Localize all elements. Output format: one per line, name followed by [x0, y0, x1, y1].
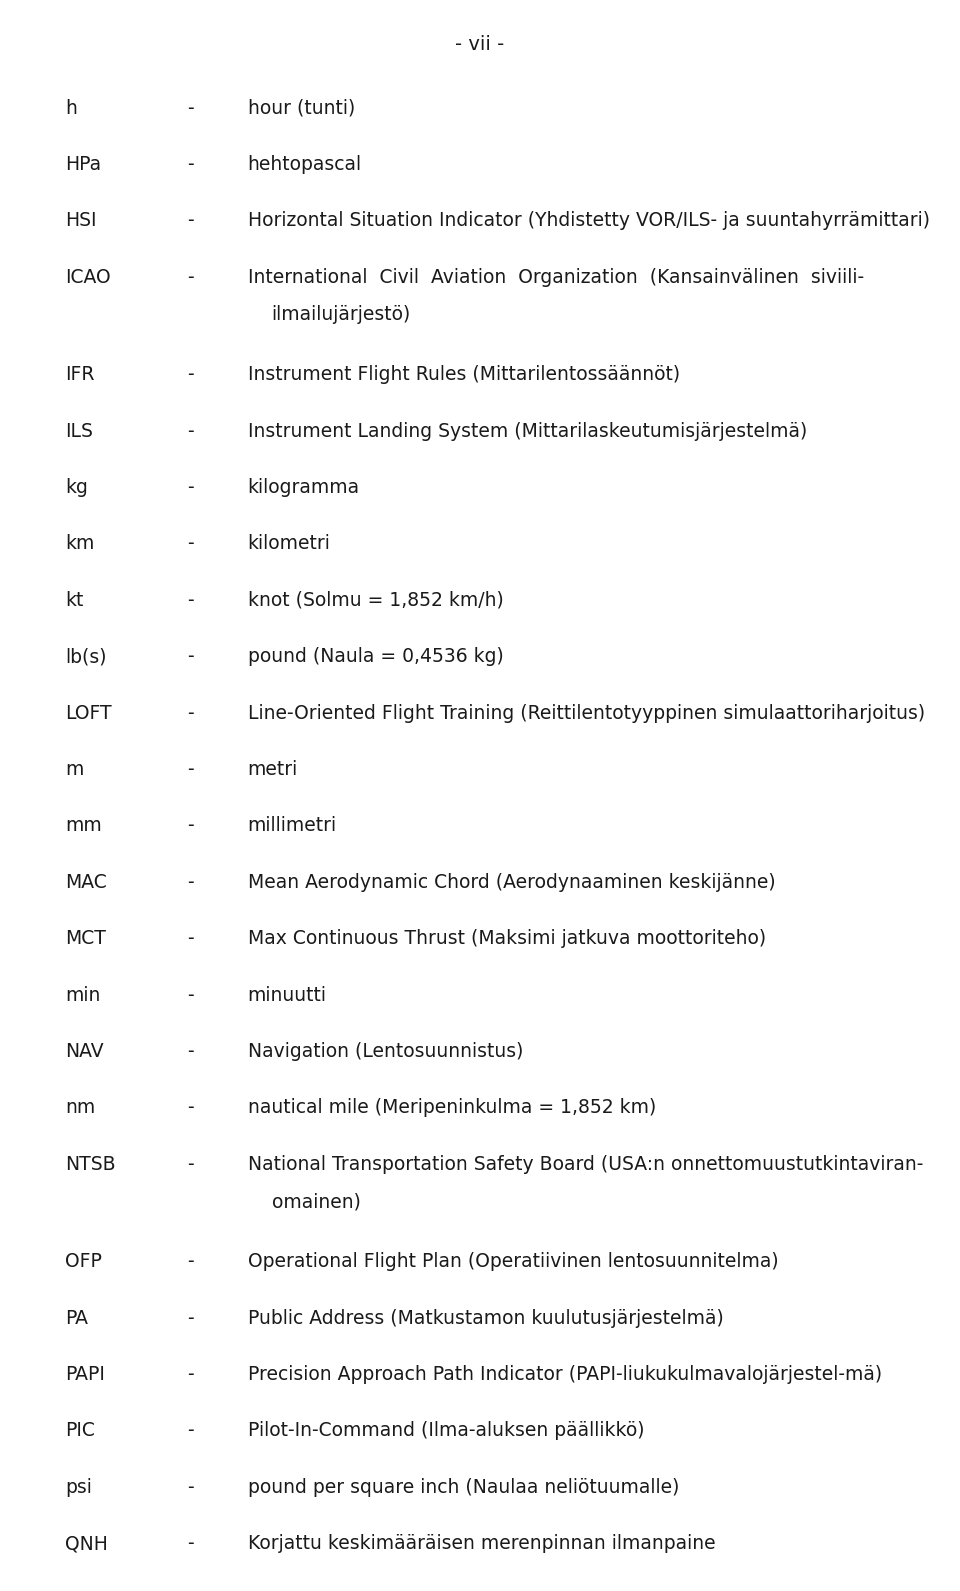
Text: Mean Aerodynamic Chord (Aerodynaaminen keskijänne): Mean Aerodynamic Chord (Aerodynaaminen k… — [248, 873, 776, 893]
Text: -: - — [187, 873, 194, 893]
Text: kg: kg — [65, 477, 88, 496]
Text: -: - — [187, 1308, 194, 1327]
Text: -: - — [187, 1098, 194, 1117]
Text: -: - — [187, 1365, 194, 1384]
Text: nm: nm — [65, 1098, 96, 1117]
Text: km: km — [65, 535, 95, 554]
Text: -: - — [187, 648, 194, 667]
Text: Precision Approach Path Indicator (PAPI-liukukulmavalojärjestel-mä): Precision Approach Path Indicator (PAPI-… — [248, 1365, 882, 1384]
Text: kilogramma: kilogramma — [248, 477, 360, 496]
Text: PAPI: PAPI — [65, 1365, 106, 1384]
Text: OFP: OFP — [65, 1252, 102, 1271]
Text: Korjattu keskimääräisen merenpinnan ilmanpaine: Korjattu keskimääräisen merenpinnan ilma… — [248, 1534, 715, 1553]
Text: minuutti: minuutti — [248, 986, 326, 1004]
Text: MCT: MCT — [65, 929, 107, 948]
Text: lb(s): lb(s) — [65, 648, 107, 667]
Text: Public Address (Matkustamon kuulutusjärjestelmä): Public Address (Matkustamon kuulutusjärj… — [248, 1308, 724, 1327]
Text: -: - — [187, 929, 194, 948]
Text: Pilot-In-Command (Ilma-aluksen päällikkö): Pilot-In-Command (Ilma-aluksen päällikkö… — [248, 1421, 644, 1440]
Text: millimetri: millimetri — [248, 816, 337, 835]
Text: nautical mile (Meripeninkulma = 1,852 km): nautical mile (Meripeninkulma = 1,852 km… — [248, 1098, 656, 1117]
Text: -: - — [187, 366, 194, 383]
Text: International  Civil  Aviation  Organization  (Kansainvälinen  siviili-: International Civil Aviation Organizatio… — [248, 267, 864, 286]
Text: -: - — [187, 986, 194, 1004]
Text: Navigation (Lentosuunnistus): Navigation (Lentosuunnistus) — [248, 1042, 523, 1061]
Text: -: - — [187, 1252, 194, 1271]
Text: Horizontal Situation Indicator (Yhdistetty VOR/ILS- ja suuntahyrrämittari): Horizontal Situation Indicator (Yhdistet… — [248, 212, 929, 231]
Text: NAV: NAV — [65, 1042, 104, 1061]
Text: -: - — [187, 816, 194, 835]
Text: min: min — [65, 986, 101, 1004]
Text: -: - — [187, 535, 194, 554]
Text: psi: psi — [65, 1478, 92, 1497]
Text: Operational Flight Plan (Operatiivinen lentosuunnitelma): Operational Flight Plan (Operatiivinen l… — [248, 1252, 779, 1271]
Text: -: - — [187, 590, 194, 609]
Text: PIC: PIC — [65, 1421, 95, 1440]
Text: HSI: HSI — [65, 212, 97, 231]
Text: National Transportation Safety Board (USA:n onnettomuustutkintaviran-: National Transportation Safety Board (US… — [248, 1155, 924, 1174]
Text: pound (Naula = 0,4536 kg): pound (Naula = 0,4536 kg) — [248, 648, 503, 667]
Text: hehtopascal: hehtopascal — [248, 154, 362, 173]
Text: -: - — [187, 703, 194, 722]
Text: -: - — [187, 1478, 194, 1497]
Text: ICAO: ICAO — [65, 267, 111, 286]
Text: ilmailujärjestö): ilmailujärjestö) — [272, 305, 411, 325]
Text: -: - — [187, 154, 194, 173]
Text: -: - — [187, 1042, 194, 1061]
Text: LOFT: LOFT — [65, 703, 112, 722]
Text: -: - — [187, 760, 194, 780]
Text: omainen): omainen) — [272, 1193, 361, 1211]
Text: -: - — [187, 212, 194, 231]
Text: mm: mm — [65, 816, 102, 835]
Text: MAC: MAC — [65, 873, 107, 893]
Text: hour (tunti): hour (tunti) — [248, 99, 355, 118]
Text: QNH: QNH — [65, 1534, 108, 1553]
Text: metri: metri — [248, 760, 298, 780]
Text: PA: PA — [65, 1308, 88, 1327]
Text: HPa: HPa — [65, 154, 102, 173]
Text: kt: kt — [65, 590, 84, 609]
Text: -: - — [187, 1534, 194, 1553]
Text: -: - — [187, 267, 194, 286]
Text: -: - — [187, 99, 194, 118]
Text: ILS: ILS — [65, 422, 93, 441]
Text: -: - — [187, 422, 194, 441]
Text: kilometri: kilometri — [248, 535, 330, 554]
Text: pound per square inch (Naulaa neliötuumalle): pound per square inch (Naulaa neliötuuma… — [248, 1478, 679, 1497]
Text: Max Continuous Thrust (Maksimi jatkuva moottoriteho): Max Continuous Thrust (Maksimi jatkuva m… — [248, 929, 766, 948]
Text: h: h — [65, 99, 77, 118]
Text: - vii -: - vii - — [455, 35, 505, 54]
Text: Line-Oriented Flight Training (Reittilentotyyppinen simulaattoriharjoitus): Line-Oriented Flight Training (Reittilen… — [248, 703, 924, 722]
Text: -: - — [187, 1421, 194, 1440]
Text: Instrument Flight Rules (Mittarilentossäännöt): Instrument Flight Rules (Mittarilentossä… — [248, 366, 680, 383]
Text: NTSB: NTSB — [65, 1155, 116, 1174]
Text: Instrument Landing System (Mittarilaskeutumisjärjestelmä): Instrument Landing System (Mittarilaskeu… — [248, 422, 807, 441]
Text: knot (Solmu = 1,852 km/h): knot (Solmu = 1,852 km/h) — [248, 590, 503, 609]
Text: m: m — [65, 760, 84, 780]
Text: IFR: IFR — [65, 366, 95, 383]
Text: -: - — [187, 1155, 194, 1174]
Text: -: - — [187, 477, 194, 496]
